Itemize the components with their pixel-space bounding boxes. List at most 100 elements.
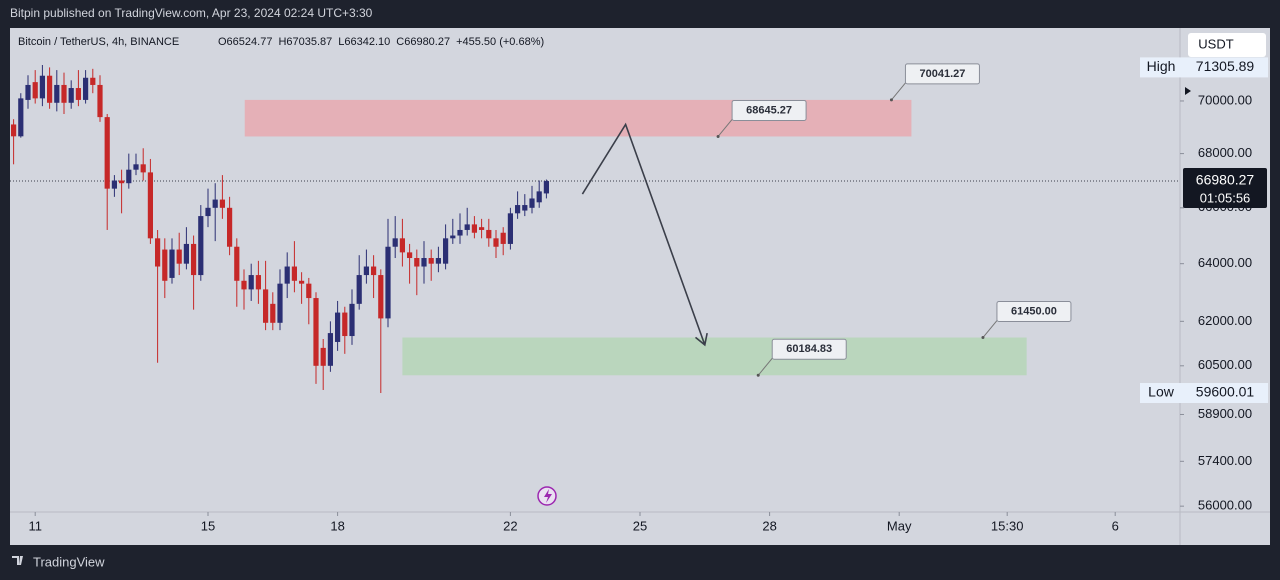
candle-body <box>284 266 290 284</box>
brand-name: TradingView <box>33 554 105 569</box>
candle-body <box>248 275 254 290</box>
candle-body <box>407 252 413 259</box>
marker-tag: High <box>1147 58 1176 74</box>
x-tick-label: 28 <box>762 518 776 533</box>
candle-body <box>227 207 233 247</box>
candle-body <box>277 283 283 323</box>
candle-body <box>47 75 53 103</box>
y-tick-label: 70000.00 <box>1198 92 1252 107</box>
price-label-text: 60184.83 <box>786 343 832 355</box>
candle-body <box>241 280 247 290</box>
candle-body <box>349 303 355 337</box>
ohlc-value: H67035.87 <box>278 36 332 48</box>
candle-body <box>61 84 67 103</box>
candle-body <box>327 333 333 366</box>
candle-body <box>428 258 434 264</box>
candle-body <box>255 275 261 290</box>
projection-path <box>581 122 706 346</box>
candle-body <box>147 172 153 239</box>
candle-body <box>18 98 24 137</box>
candle-body <box>392 238 398 247</box>
candle-body <box>378 275 384 319</box>
candle-body <box>299 280 305 284</box>
candle-body <box>522 205 528 211</box>
candle-body <box>291 266 297 281</box>
countdown: 01:05:56 <box>1200 190 1251 205</box>
candle-body <box>119 180 125 184</box>
candle-body <box>104 117 110 189</box>
brand: TradingView <box>12 554 105 569</box>
candle-body <box>219 199 225 208</box>
y-tick-label: 68000.00 <box>1198 145 1252 160</box>
y-tick-label: 60500.00 <box>1198 357 1252 372</box>
candle-body <box>83 77 89 100</box>
candle-body <box>25 84 31 100</box>
candle-body <box>111 180 117 189</box>
candle-body <box>133 164 139 170</box>
candle-body <box>212 199 218 208</box>
candle-body <box>371 266 377 276</box>
x-tick-label: 25 <box>633 518 647 533</box>
projection-arrowhead <box>694 332 708 347</box>
candle-body <box>464 224 470 230</box>
candle-body <box>68 88 74 103</box>
ohlc-value: C66980.27 <box>396 36 450 48</box>
event-icon-bolt <box>544 489 552 503</box>
x-tick-label: May <box>887 518 912 533</box>
candle-body <box>198 216 204 276</box>
scroll-marker <box>1185 87 1191 95</box>
label-anchor <box>981 336 985 340</box>
price-label-box <box>904 63 980 85</box>
marker-value: 71305.89 <box>1196 58 1255 74</box>
y-tick-label: 57400.00 <box>1198 453 1252 468</box>
price-label: 68645.27 <box>731 99 807 121</box>
candle-body <box>126 169 132 184</box>
marker-tag-box <box>1140 57 1182 78</box>
candle-body <box>263 289 269 323</box>
candle-body <box>191 243 197 276</box>
candle-body <box>54 84 60 103</box>
price-label-text: 68645.27 <box>746 104 792 116</box>
price-label-text: 70041.27 <box>919 68 965 80</box>
candle-body <box>543 181 549 194</box>
x-tick-label: 22 <box>503 518 517 533</box>
label-pointer <box>717 119 733 137</box>
candle-body <box>270 303 276 323</box>
price-label-box <box>771 338 847 360</box>
candle-body <box>234 246 240 281</box>
currency-box <box>1188 33 1266 57</box>
marker-value-box <box>1182 57 1268 78</box>
candle-body <box>486 229 492 239</box>
ohlc-value: L66342.10 <box>338 36 390 48</box>
price-zone <box>402 337 1027 376</box>
change: +455.50 (+0.68%) <box>456 36 544 48</box>
currency: USDT <box>1198 36 1233 51</box>
candle-body <box>342 312 348 337</box>
candle-body <box>176 249 182 264</box>
logo <box>12 556 23 565</box>
candle-body <box>471 224 477 233</box>
candle-body <box>356 275 362 304</box>
candle-body <box>39 75 45 99</box>
candle-body <box>435 258 441 264</box>
label-pointer <box>757 357 773 376</box>
candle-body <box>169 249 175 278</box>
candle-body <box>11 124 17 137</box>
x-tick-label: 6 <box>1112 518 1119 533</box>
price-label-box <box>731 99 807 121</box>
candle-body <box>450 235 456 239</box>
label-pointer <box>982 320 998 338</box>
price-zone <box>244 99 912 137</box>
x-tick-label: 15 <box>201 518 215 533</box>
candle-body <box>205 207 211 217</box>
label-anchor <box>756 373 760 377</box>
last-price: 66980.27 <box>1196 172 1255 188</box>
candle-body <box>75 88 81 100</box>
candle-body <box>399 238 405 253</box>
candle-body <box>306 283 312 299</box>
candle-body <box>97 84 103 118</box>
candle-body <box>479 227 485 230</box>
x-tick-label: 15:30 <box>991 518 1024 533</box>
